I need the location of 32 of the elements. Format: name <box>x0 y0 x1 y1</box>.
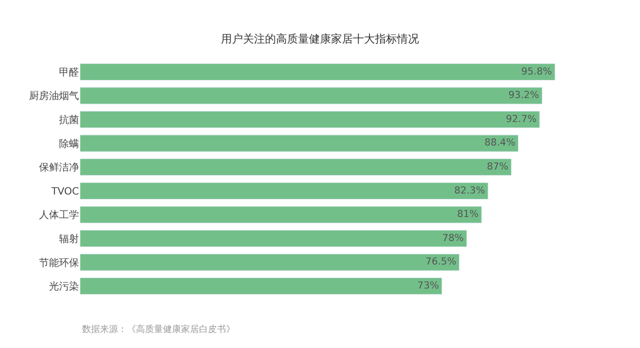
y-tick-label: 光污染 <box>49 280 79 293</box>
bar <box>80 206 482 224</box>
source-note: 数据来源：《高质量健康家居白皮书》 <box>82 324 235 335</box>
data-label: 81% <box>457 209 479 220</box>
y-tick-label: 抗菌 <box>59 114 79 126</box>
data-label: 76.5% <box>426 256 456 268</box>
bar <box>80 278 442 295</box>
bar <box>80 182 488 200</box>
y-tick-label: 辐射 <box>59 233 79 245</box>
data-label: 87% <box>486 162 508 173</box>
data-label: 82.3% <box>454 185 486 196</box>
data-label: 93.2% <box>508 90 540 102</box>
y-tick-label: 除螨 <box>59 138 79 150</box>
y-tick-label: 厨房油烟气 <box>29 90 79 102</box>
y-tick-label: 人体工学 <box>39 209 79 222</box>
data-label: 95.8% <box>521 66 552 78</box>
bar <box>80 134 519 152</box>
bar <box>80 230 467 248</box>
data-label: 73% <box>417 280 439 292</box>
chart-title: 用户关注的高质量健康家居十大指标情况 <box>221 32 419 46</box>
bar <box>80 63 556 80</box>
data-label: 88.4% <box>484 138 516 149</box>
y-tick-label: 保鲜洁净 <box>39 162 79 174</box>
y-tick-label: TVOC <box>50 186 80 198</box>
y-tick-label: 节能环保 <box>39 256 79 269</box>
bar <box>80 87 542 104</box>
bar <box>80 158 512 176</box>
y-tick-label: 甲醛 <box>59 66 79 78</box>
data-label: 78% <box>442 232 464 244</box>
bar <box>80 254 460 271</box>
data-label: 92.7% <box>506 114 537 125</box>
bar <box>80 110 540 128</box>
